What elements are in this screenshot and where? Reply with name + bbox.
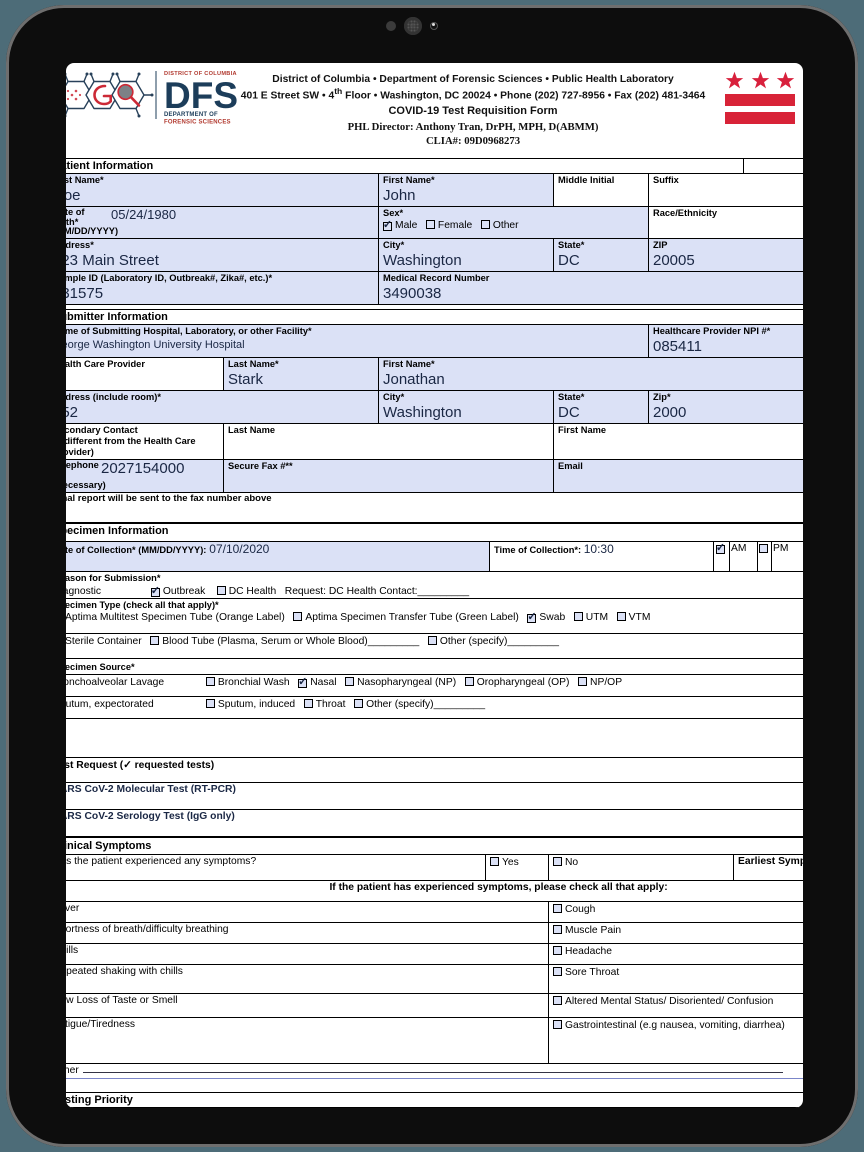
svg-text:DEPARTMENT OF: DEPARTMENT OF <box>164 112 218 118</box>
svg-text:FORENSIC SCIENCES: FORENSIC SCIENCES <box>164 120 231 126</box>
svg-text:DFS: DFS <box>164 75 238 116</box>
svg-text:DISTRICT OF COLUMBIA: DISTRICT OF COLUMBIA <box>164 71 237 77</box>
